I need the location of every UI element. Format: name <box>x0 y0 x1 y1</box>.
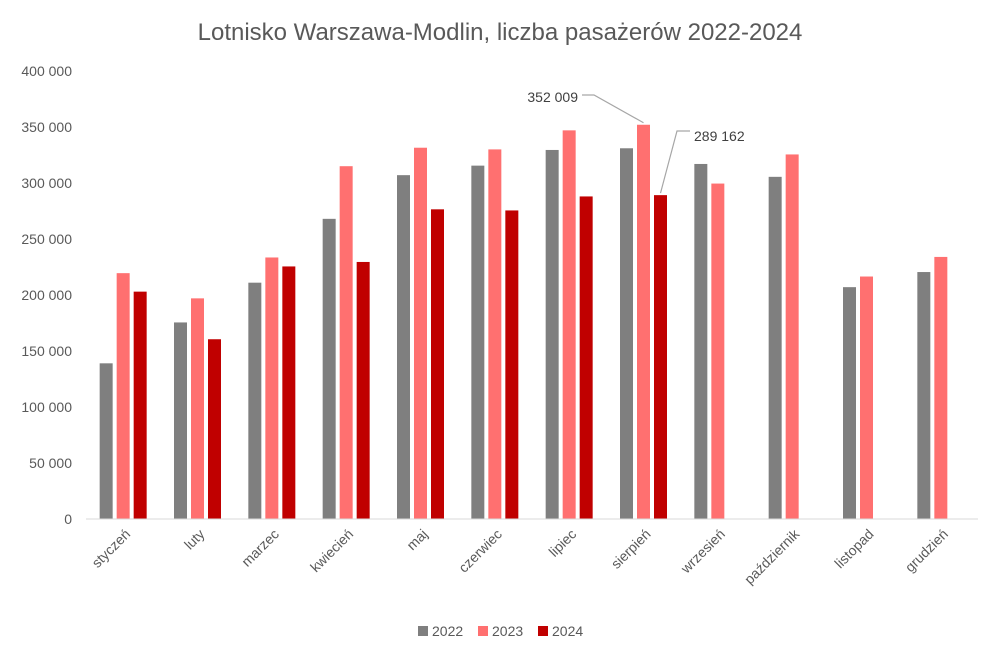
legend-swatch-2022 <box>418 626 428 636</box>
bar-2023-3 <box>339 166 353 519</box>
bars <box>99 124 948 520</box>
legend: 2022 2023 2024 <box>418 623 583 639</box>
x-tick-label: kwiecień <box>307 526 356 575</box>
bar-2024-6 <box>579 196 593 519</box>
bar-2023-1 <box>191 298 204 519</box>
legend-swatch-2024 <box>538 626 548 636</box>
bar-2023-0 <box>116 273 130 519</box>
annotation-label: 289 162 <box>694 128 745 144</box>
y-tick-label: 250 000 <box>21 231 72 247</box>
bar-2022-10 <box>843 287 856 519</box>
bar-2022-11 <box>917 272 931 519</box>
bar-2023-7 <box>637 124 650 519</box>
bar-2024-4 <box>431 209 444 519</box>
annotations: 352 009 289 162 <box>527 89 745 194</box>
annotation-label: 352 009 <box>527 89 578 105</box>
bar-2022-4 <box>397 175 410 519</box>
bar-2023-2 <box>265 257 279 519</box>
x-tick-label: maj <box>403 526 430 553</box>
bar-2023-8 <box>711 183 725 519</box>
bar-2024-3 <box>356 261 370 519</box>
annotation-leader-line <box>582 94 644 124</box>
y-tick-label: 300 000 <box>21 175 72 191</box>
bar-2022-8 <box>694 163 708 519</box>
annotation-leader-line <box>659 130 690 194</box>
bar-2023-11 <box>934 256 948 519</box>
chart-title: Lotnisko Warszawa-Modlin, liczba pasażer… <box>198 19 803 46</box>
y-tick-label: 200 000 <box>21 287 72 303</box>
bar-2023-6 <box>562 130 576 520</box>
bar-2022-6 <box>545 149 559 519</box>
x-tick-label: marzec <box>238 526 282 570</box>
x-tick-label: lipiec <box>545 526 579 560</box>
y-tick-label: 0 <box>64 511 72 527</box>
bar-2023-5 <box>488 149 502 519</box>
legend-label-2023: 2023 <box>492 623 523 639</box>
x-tick-label: czerwiec <box>455 526 505 576</box>
x-tick-label: sierpień <box>608 526 654 572</box>
x-tick-label: grudzień <box>902 526 951 575</box>
y-axis: 0 50 000 100 000 150 000 200 000 250 000 300 0… <box>21 63 72 527</box>
y-tick-label: 100 000 <box>21 399 72 415</box>
x-tick-label: styczeń <box>88 526 133 571</box>
bar-2023-4 <box>414 147 427 519</box>
bar-2024-7 <box>654 195 667 520</box>
legend-label-2022: 2022 <box>432 623 463 639</box>
x-tick-label: wrzesień <box>677 526 728 577</box>
bar-2024-0 <box>133 291 147 519</box>
bar-2024-5 <box>505 210 519 519</box>
legend-label-2024: 2024 <box>552 623 583 639</box>
y-tick-label: 400 000 <box>21 63 72 79</box>
bar-2024-2 <box>282 266 296 519</box>
bar-2022-5 <box>471 165 485 519</box>
y-tick-label: 50 000 <box>29 455 72 471</box>
bar-2023-10 <box>860 276 873 519</box>
x-tick-label: październik <box>741 525 803 587</box>
bar-2022-0 <box>99 363 113 519</box>
bar-2022-7 <box>620 148 633 519</box>
y-tick-label: 350 000 <box>21 119 72 135</box>
bar-2022-3 <box>322 218 336 519</box>
legend-swatch-2023 <box>478 626 488 636</box>
bar-2022-1 <box>174 322 187 519</box>
y-tick-label: 150 000 <box>21 343 72 359</box>
bar-2023-9 <box>785 154 799 519</box>
x-tick-label: listopad <box>831 526 876 571</box>
bar-2022-2 <box>248 282 262 519</box>
bar-2024-1 <box>208 339 221 519</box>
x-axis: styczeń luty marzec kwiecień maj czerwiec lipi… <box>88 525 951 587</box>
bar-2022-9 <box>768 176 782 519</box>
x-tick-label: luty <box>181 526 208 553</box>
